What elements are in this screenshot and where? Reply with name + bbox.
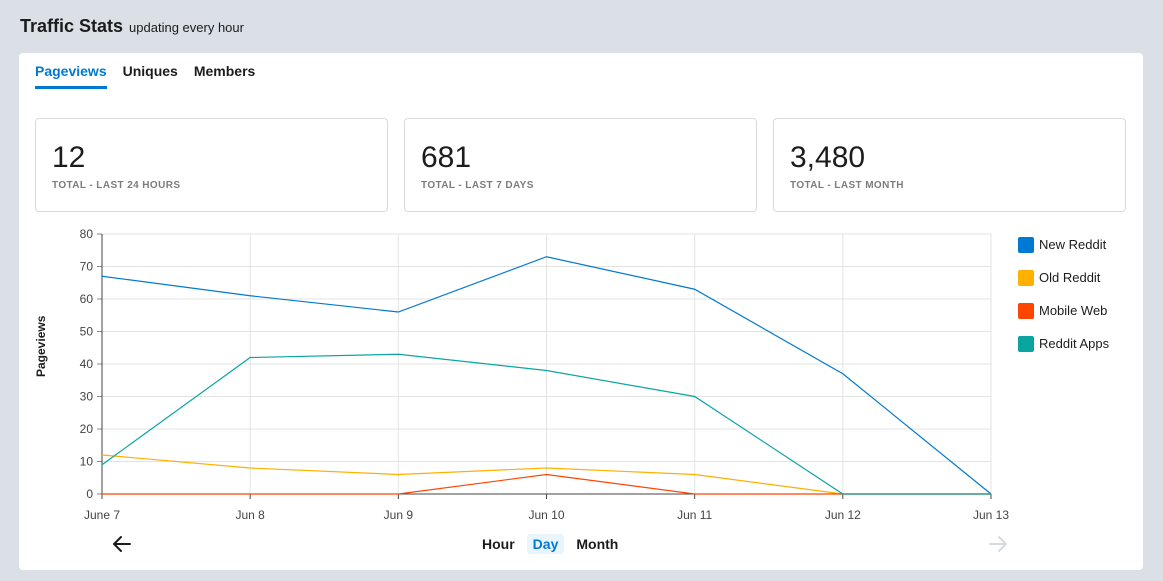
x-tick-label: Jun 9 xyxy=(384,508,414,522)
range-hour[interactable]: Hour xyxy=(482,536,515,552)
y-tick-label: 10 xyxy=(80,455,94,469)
range-day[interactable]: Day xyxy=(526,534,565,554)
pageviews-chart: 0 10 20 30 40 50 60 70 80 June 7 Jun 8 Jun 9 Jun 10 J… xyxy=(80,227,1010,522)
stat-label: TOTAL - LAST MONTH xyxy=(790,180,904,191)
x-tick-label: Jun 8 xyxy=(235,508,265,522)
stat-label: TOTAL - LAST 7 DAYS xyxy=(421,180,534,191)
x-tick-label: Jun 12 xyxy=(825,508,861,522)
y-tick-label: 70 xyxy=(80,260,94,274)
traffic-card: Pageviews Uniques Members 12 TOTAL - LAS… xyxy=(19,53,1143,570)
series-line-reddit-apps xyxy=(101,353,991,495)
x-tick-label: Jun 13 xyxy=(973,508,1009,522)
range-month[interactable]: Month xyxy=(576,536,619,552)
legend-swatch xyxy=(1018,236,1034,253)
legend-item-new-reddit[interactable]: New Reddit xyxy=(1018,236,1109,253)
x-tick-label: June 7 xyxy=(84,508,120,522)
y-tick-label: 80 xyxy=(80,227,94,241)
arrow-right-icon xyxy=(987,533,1009,555)
tab-bar: Pageviews Uniques Members xyxy=(35,63,255,89)
legend-label: Old Reddit xyxy=(1039,270,1101,285)
legend-swatch xyxy=(1018,269,1034,286)
y-tick-label: 40 xyxy=(80,357,94,371)
stat-label: TOTAL - LAST 24 HOURS xyxy=(52,180,181,191)
tab-members[interactable]: Members xyxy=(193,63,256,79)
y-tick-label: 30 xyxy=(80,390,94,404)
stat-value: 681 xyxy=(421,141,472,174)
arrow-left-icon[interactable] xyxy=(111,533,133,555)
y-tick-label: 50 xyxy=(80,325,94,339)
stat-value: 3,480 xyxy=(790,141,866,174)
page-subtitle: updating every hour xyxy=(129,20,244,35)
stat-value: 12 xyxy=(52,141,86,174)
legend-item-old-reddit[interactable]: Old Reddit xyxy=(1018,269,1109,286)
page-header: Traffic Stats updating every hour xyxy=(20,16,244,37)
stat-card-7d: 681 TOTAL - LAST 7 DAYS xyxy=(404,118,757,212)
x-tick-label: Jun 11 xyxy=(677,508,712,522)
legend-label: Mobile Web xyxy=(1039,303,1108,318)
chart-legend: New Reddit Old Reddit Mobile Web Reddit … xyxy=(1018,236,1109,368)
y-tick-label: 20 xyxy=(80,422,94,436)
tab-pageviews[interactable]: Pageviews xyxy=(35,63,107,89)
legend-swatch xyxy=(1018,302,1034,319)
series-line-new-reddit xyxy=(101,256,992,495)
tab-uniques[interactable]: Uniques xyxy=(122,63,178,79)
legend-item-mobile-web[interactable]: Mobile Web xyxy=(1018,302,1109,319)
time-range-selector: Hour Day Month xyxy=(476,534,624,554)
legend-item-reddit-apps[interactable]: Reddit Apps xyxy=(1018,335,1109,352)
legend-label: New Reddit xyxy=(1039,237,1107,252)
legend-swatch xyxy=(1018,335,1034,352)
y-tick-label: 60 xyxy=(80,292,94,306)
stat-card-24h: 12 TOTAL - LAST 24 HOURS xyxy=(35,118,388,212)
page-title: Traffic Stats xyxy=(20,16,124,36)
stat-card-month: 3,480 TOTAL - LAST MONTH xyxy=(773,118,1126,212)
y-tick-label: 0 xyxy=(86,487,93,501)
x-tick-label: Jun 10 xyxy=(528,508,564,522)
legend-label: Reddit Apps xyxy=(1039,336,1110,351)
